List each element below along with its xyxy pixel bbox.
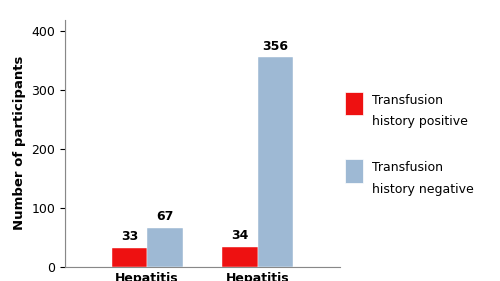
Text: history positive: history positive [372, 115, 468, 128]
Text: 67: 67 [156, 210, 174, 223]
Bar [147, 228, 182, 267]
Bar [222, 247, 258, 267]
Text: 34: 34 [232, 229, 249, 242]
Text: 33: 33 [120, 230, 138, 243]
Bar [345, 92, 363, 115]
Text: 356: 356 [262, 40, 288, 53]
Y-axis label: Number of participants: Number of participants [13, 56, 26, 230]
Bar [345, 159, 363, 183]
Text: Transfusion: Transfusion [372, 161, 443, 174]
Bar [258, 57, 294, 267]
Text: Transfusion: Transfusion [372, 94, 443, 106]
Text: history negative: history negative [372, 183, 474, 196]
Bar [112, 248, 147, 267]
